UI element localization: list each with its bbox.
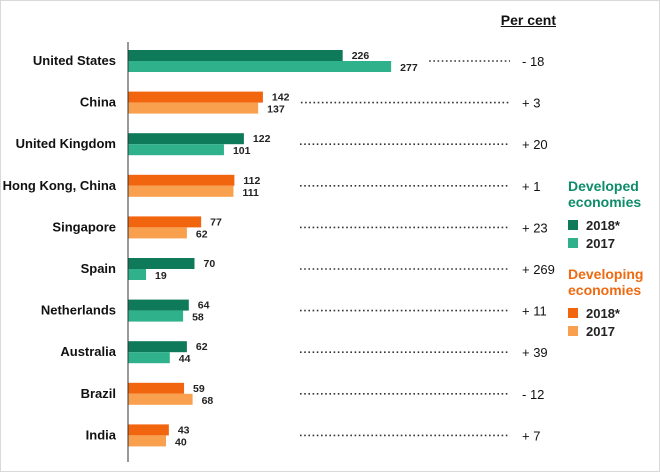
change-label: + 7	[522, 428, 540, 443]
bar-2018	[128, 216, 202, 228]
legend-label-developing-2018: 2018*	[586, 305, 620, 321]
unit-label: Per cent	[500, 12, 556, 28]
change-label: - 12	[522, 387, 544, 402]
bar-2017	[128, 352, 170, 364]
bar-2018	[128, 341, 187, 353]
category-label: Brazil	[81, 386, 116, 401]
bar-2018	[128, 382, 185, 394]
bar-2017	[128, 144, 224, 156]
legend-item-developing-2017: 2017	[568, 322, 658, 340]
value-label-2017: 68	[202, 395, 214, 407]
bar-2017	[128, 435, 166, 447]
legend-label-developing-2017: 2017	[586, 323, 615, 339]
bar-2017	[128, 185, 234, 197]
value-label-2017: 111	[242, 187, 259, 199]
value-label-2018: 64	[198, 300, 210, 312]
value-label-2017: 101	[233, 145, 251, 157]
bar-2017	[128, 269, 147, 280]
category-label: Singapore	[52, 219, 116, 234]
legend-label-developed-2017: 2017	[586, 235, 615, 251]
legend-item-developed-2018: 2018*	[568, 216, 658, 234]
legend-swatch-developed-2018	[568, 220, 578, 230]
value-label-2018: 77	[210, 216, 222, 228]
legend-group-developed: Developed economies 2018* 2017	[568, 178, 658, 252]
category-label: India	[86, 427, 117, 442]
legend-label-developed-2018: 2018*	[586, 217, 620, 233]
legend-group-developing: Developing economies 2018* 2017	[568, 266, 658, 340]
bar-2018	[128, 299, 189, 311]
change-label: + 23	[522, 220, 548, 235]
value-label-2017: 137	[267, 104, 285, 116]
category-label: United Kingdom	[16, 136, 116, 151]
value-label-2018: 226	[352, 50, 370, 62]
change-label: - 18	[522, 54, 544, 69]
legend-item-developed-2017: 2017	[568, 234, 658, 252]
legend-swatch-developing-2018	[568, 308, 578, 318]
value-label-2017: 62	[196, 228, 208, 240]
value-label-2018: 122	[253, 133, 271, 145]
legend-swatch-developed-2017	[568, 238, 578, 248]
value-label-2018: 43	[178, 424, 190, 436]
value-label-2018: 112	[243, 175, 260, 187]
category-label: Australia	[60, 344, 116, 359]
change-label: + 11	[522, 304, 547, 319]
category-label: Hong Kong, China	[3, 178, 117, 193]
bar-2017	[128, 227, 187, 239]
bar-2017	[128, 102, 259, 114]
legend-title-developed: Developed economies	[568, 178, 642, 210]
value-label-2018: 142	[272, 92, 290, 104]
category-label: Netherlands	[41, 303, 116, 318]
value-label-2017: 277	[400, 62, 418, 74]
change-label: + 269	[522, 262, 555, 277]
bar-2017	[128, 393, 193, 405]
bar-2018	[128, 258, 195, 269]
change-label: + 1	[522, 179, 540, 194]
legend-title-developing: Developing economies	[568, 266, 644, 298]
bar-2018	[128, 174, 235, 186]
bar-2018	[128, 91, 263, 103]
category-label: Spain	[81, 261, 116, 276]
bar-2018	[128, 424, 169, 436]
value-label-2017: 44	[179, 353, 191, 365]
bar-2017	[128, 61, 392, 72]
bar-2018	[128, 133, 244, 145]
value-label-2017: 58	[192, 312, 204, 324]
category-label: China	[80, 95, 117, 110]
value-label-2018: 70	[204, 258, 216, 270]
bar-2017	[128, 310, 184, 322]
bar-2018	[128, 50, 343, 61]
change-label: + 20	[522, 137, 548, 152]
legend-item-developing-2018: 2018*	[568, 304, 658, 322]
legend-swatch-developing-2017	[568, 326, 578, 336]
legend: Developed economies 2018* 2017 Developin…	[568, 178, 658, 350]
change-label: + 39	[522, 345, 548, 360]
value-label-2018: 62	[196, 341, 208, 353]
value-label-2018: 59	[193, 383, 205, 395]
category-label: United States	[33, 53, 116, 68]
value-label-2017: 19	[155, 270, 167, 282]
value-label-2017: 40	[175, 436, 187, 448]
change-label: + 3	[522, 96, 540, 111]
